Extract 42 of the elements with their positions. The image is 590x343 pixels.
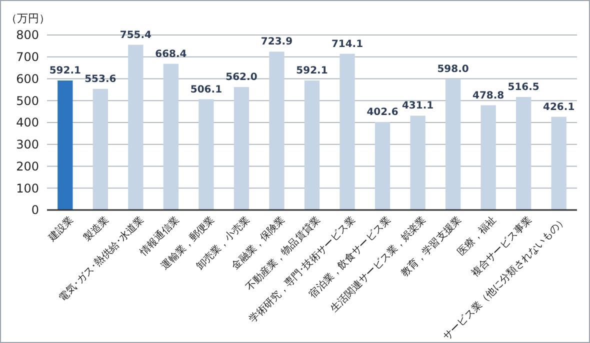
data-label: 431.1 [402,100,434,112]
data-label: 402.6 [366,106,398,118]
bar [340,54,355,210]
data-label: 598.0 [437,64,469,76]
data-label: 426.1 [543,102,575,113]
y-tick-label: 800 [16,28,39,42]
data-label: 592.1 [296,65,328,76]
bar [234,87,250,210]
bar [163,64,179,210]
x-tick-label: 建設業 [45,214,76,245]
data-label: 553.6 [84,74,116,85]
data-label: 723.9 [260,36,293,48]
bar [445,79,461,210]
bar [551,116,566,210]
y-tick-label: 100 [16,181,39,196]
bar [374,122,390,210]
data-label: 714.1 [331,38,364,50]
bar [198,99,214,210]
x-tick-label: 製造業 [81,214,112,244]
y-tick-label: 300 [16,138,39,152]
data-label: 755.4 [120,30,152,41]
data-label: 478.8 [472,90,504,102]
y-tick-label: 700 [16,50,39,64]
y-tick-label: 0 [31,203,39,218]
y-tick-label: 600 [16,72,39,86]
y-axis-title: （万円） [6,12,50,25]
y-tick-label: 200 [16,159,39,174]
data-label: 562.0 [226,72,258,84]
bar [304,80,320,210]
data-label: 506.1 [190,84,222,96]
bar [128,44,144,210]
bar [58,80,73,210]
bar [480,105,496,210]
bar [269,52,284,210]
bar [516,97,532,210]
y-tick-label: 500 [16,94,39,108]
y-tick-label: 400 [16,116,39,130]
bar [92,88,108,210]
data-label: 668.4 [155,48,187,60]
bar [410,116,426,210]
data-label: 516.5 [508,82,540,94]
data-label: 592.1 [49,65,82,76]
